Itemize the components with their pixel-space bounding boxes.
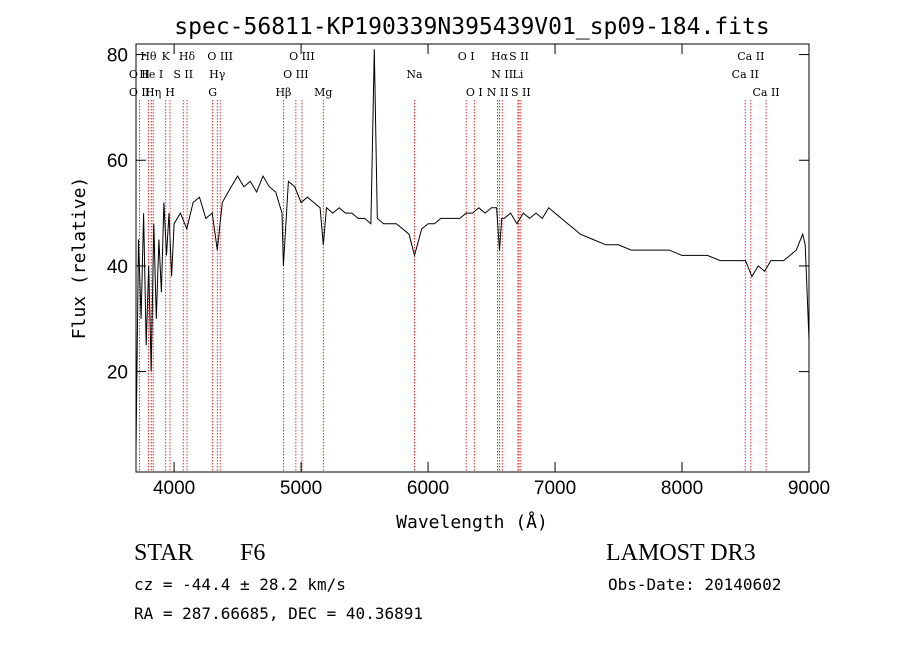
survey-name: LAMOST DR3 [606, 540, 756, 566]
x-tick-label: 4000 [153, 478, 195, 499]
line-marker-label: Li [513, 68, 524, 81]
line-marker-label: Mg [314, 86, 332, 99]
x-tick-label: 5000 [280, 478, 322, 499]
line-marker-label: S II [511, 86, 531, 99]
x-tick-label: 6000 [407, 478, 449, 499]
line-marker-label: S II [509, 50, 529, 63]
object-class: STAR [134, 540, 194, 566]
coordinates: RA = 287.66685, DEC = 40.36891 [134, 604, 423, 623]
line-marker-label: Hβ [275, 86, 291, 99]
y-axis-label: Flux (relative) [69, 177, 90, 340]
line-marker-label: O I [458, 50, 475, 63]
y-tick-label: 20 [107, 363, 128, 384]
line-marker-label: O III [283, 68, 309, 81]
observation-date: Obs-Date: 20140602 [608, 575, 782, 594]
line-marker-label: Ca II [732, 68, 759, 81]
line-marker-label: Hα [491, 50, 509, 63]
line-marker-label: He I [139, 68, 163, 81]
y-tick-label: 80 [107, 46, 128, 67]
chart-title: spec-56811-KP190339N395439V01_sp09-184.f… [174, 14, 769, 40]
line-marker-label: Hη [145, 86, 161, 99]
line-marker-label: Hθ [140, 50, 157, 63]
line-marker-label: N II [491, 68, 513, 81]
line-marker-label: K [162, 50, 171, 63]
line-marker-label: Ca II [737, 50, 764, 63]
y-tick-label: 60 [107, 151, 128, 172]
axis-ticks: 4000 5000 6000 7000 8000 9000 20 40 60 80 [107, 44, 830, 499]
line-marker-label: O III [289, 50, 315, 63]
line-marker-label: N II [487, 86, 509, 99]
y-tick-label: 40 [107, 257, 128, 278]
line-marker-label: H [165, 86, 175, 99]
line-marker-label: O II [129, 86, 150, 99]
line-marker-label: O II [129, 68, 150, 81]
plot-frame [135, 43, 810, 473]
spectrum-chart: spec-56811-KP190339N395439V01_sp09-184.f… [69, 14, 830, 533]
redshift-velocity: cz = -44.4 ± 28.2 km/s [134, 575, 346, 594]
line-marker-label: O III [207, 50, 233, 63]
x-tick-label: 8000 [661, 478, 703, 499]
line-marker-label: Ca II [752, 86, 779, 99]
line-marker-label: Hγ [209, 68, 226, 81]
line-marker-label: G [208, 86, 217, 99]
line-marker-label: O I [466, 86, 483, 99]
x-axis-label: Wavelength (Å) [396, 511, 548, 533]
x-tick-label: 7000 [534, 478, 576, 499]
line-marker-label: Hδ [179, 50, 196, 63]
line-marker-label: S II [173, 68, 193, 81]
x-tick-label: 9000 [788, 478, 830, 499]
spectrum-line [135, 49, 810, 451]
line-marker-label: Na [406, 68, 423, 81]
spectral-subclass: F6 [240, 540, 266, 566]
